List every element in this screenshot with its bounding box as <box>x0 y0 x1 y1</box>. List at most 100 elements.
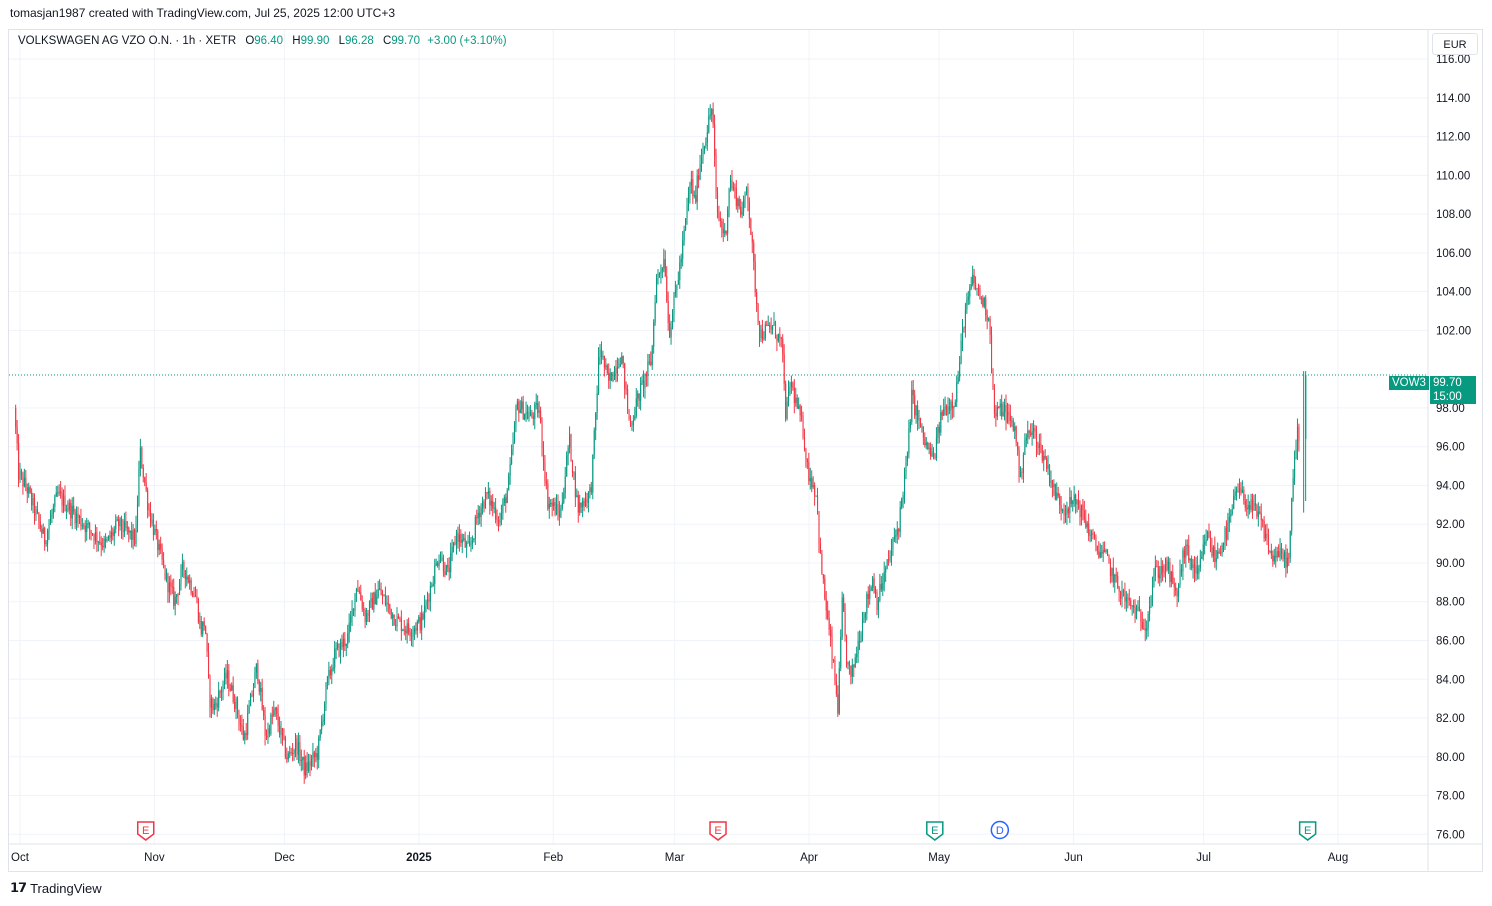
candle-body <box>129 530 131 533</box>
candle-body <box>384 595 387 605</box>
candle-body <box>637 393 639 399</box>
attribution-text: tomasjan1987 created with TradingView.co… <box>10 6 396 20</box>
candle-body <box>519 409 521 413</box>
candle-body <box>1194 564 1196 574</box>
candle-body <box>683 229 685 241</box>
earnings-marker <box>1298 821 1317 841</box>
candle-body <box>364 610 366 622</box>
candle-body <box>164 565 166 579</box>
candle-body <box>1288 557 1290 559</box>
candle-body <box>419 617 421 631</box>
candle-body <box>551 502 553 507</box>
candle-body <box>1199 558 1201 569</box>
candle-body <box>299 742 301 761</box>
candle-body <box>1212 546 1214 557</box>
candle-body <box>341 641 343 648</box>
candle-body <box>731 179 733 188</box>
candle-body <box>254 672 256 688</box>
candle-body <box>347 633 349 644</box>
candle-body <box>1024 440 1026 456</box>
candle-body <box>1099 552 1101 558</box>
candle-body <box>76 513 78 524</box>
candle-body <box>71 505 73 519</box>
candle-body <box>989 318 991 335</box>
candle-body <box>1128 598 1130 601</box>
candle-body <box>1012 420 1014 431</box>
candle-body <box>213 704 215 711</box>
candle-body <box>70 502 72 519</box>
candle-body <box>1064 514 1067 516</box>
candle-body <box>972 274 974 285</box>
candle-body <box>735 188 737 206</box>
candle-body <box>769 324 771 328</box>
candle-body <box>753 242 755 262</box>
candle-body <box>721 221 723 229</box>
candle-body <box>255 663 257 673</box>
candle-body <box>1267 535 1270 552</box>
candle-body <box>84 525 86 532</box>
candle-body <box>266 735 268 739</box>
candle-body <box>875 592 877 594</box>
candle-body <box>426 599 429 602</box>
currency-button[interactable]: EUR <box>1432 33 1478 55</box>
candle-body <box>527 411 529 419</box>
candle-body <box>1182 550 1184 572</box>
candle-body <box>589 487 591 492</box>
candle-body <box>329 669 331 676</box>
tradingview-logo[interactable]: 𝟭𝟳 TradingView <box>10 880 102 896</box>
candle-body <box>964 309 967 329</box>
candle-body <box>500 513 503 519</box>
candle-body <box>595 412 597 431</box>
candle-body <box>608 373 610 381</box>
candle-body <box>245 733 247 735</box>
candle-body <box>541 421 543 449</box>
candle-body <box>483 501 485 509</box>
candle-body <box>1120 591 1122 599</box>
candle-body <box>190 580 192 593</box>
candle-body <box>174 596 176 606</box>
candle-body <box>1269 551 1271 553</box>
candle-body <box>342 638 344 648</box>
candle-body <box>42 528 44 534</box>
candle-body <box>83 525 85 527</box>
candle-body <box>1001 403 1003 416</box>
candle-body <box>756 292 758 304</box>
candle-body <box>996 406 998 417</box>
candle-body <box>112 532 114 536</box>
y-tick-label: 104.00 <box>1436 287 1471 299</box>
candle-body <box>892 539 894 549</box>
candle-body <box>609 372 611 381</box>
candle-body <box>432 584 434 586</box>
candle-body <box>370 598 372 603</box>
candle-body <box>1109 561 1112 577</box>
candle-body <box>438 560 440 566</box>
candle-body <box>561 502 563 509</box>
candle-body <box>386 603 388 605</box>
candle-body <box>706 132 708 143</box>
y-tick-label: 112.00 <box>1436 132 1470 144</box>
candle-body <box>416 621 418 631</box>
candle-body <box>1279 547 1281 558</box>
candle-body <box>376 596 378 605</box>
candle-body <box>382 595 384 597</box>
candle-body <box>492 500 494 509</box>
candle-body <box>380 588 382 596</box>
candle-body <box>1246 507 1248 510</box>
candle-body <box>593 430 595 455</box>
candle-body <box>328 669 330 677</box>
candle-body <box>689 185 691 194</box>
candle-body <box>226 670 228 679</box>
x-tick-label: Apr <box>800 852 818 864</box>
candle-body <box>1130 600 1132 606</box>
candle-body <box>789 386 791 388</box>
candle-body <box>1143 628 1145 630</box>
candle-body <box>15 407 17 428</box>
y-tick-label: 108.00 <box>1436 209 1471 221</box>
candle-body <box>917 405 919 421</box>
candle-body <box>425 601 427 606</box>
candle-body <box>666 276 668 301</box>
candle-body <box>714 124 716 157</box>
y-tick-label: 96.00 <box>1436 442 1465 454</box>
candle-body <box>986 315 988 321</box>
